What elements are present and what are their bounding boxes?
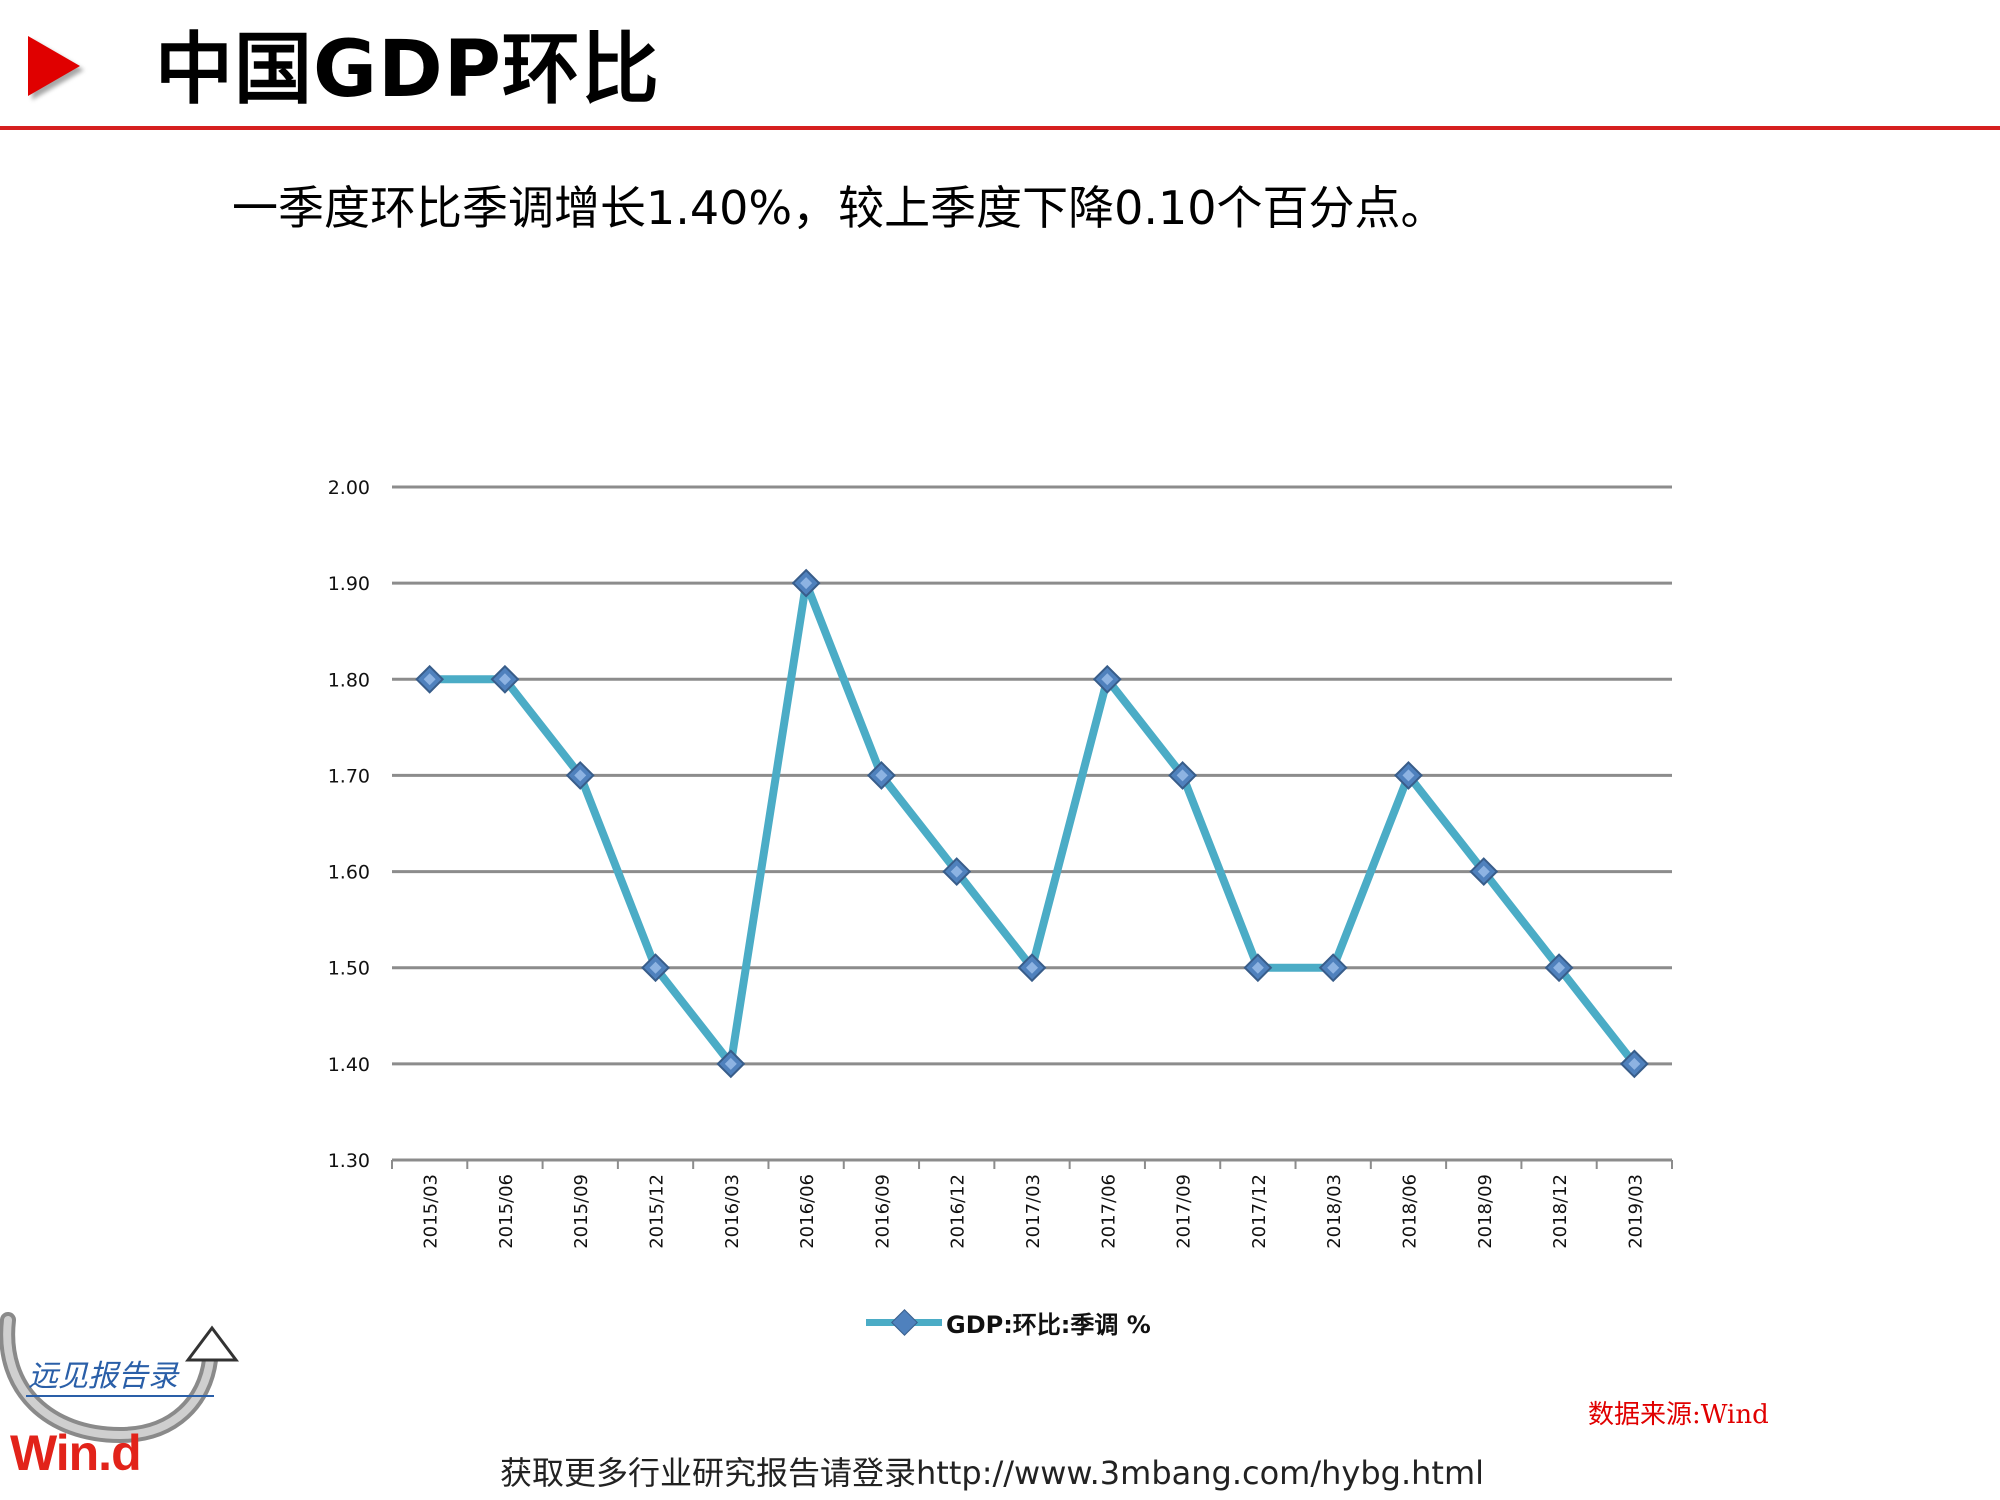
title-divider — [0, 126, 2000, 130]
x-tick-label: 2015/06 — [496, 1174, 517, 1249]
x-tick-label: 2016/03 — [722, 1174, 743, 1249]
data-point-highlight — [574, 769, 587, 782]
page-title: 中国GDP环比 — [155, 25, 660, 115]
footer-link-text[interactable]: 获取更多行业研究报告请登录http://www.3mbang.com/hybg.… — [500, 1454, 1485, 1492]
data-point-highlight — [1176, 769, 1189, 782]
x-tick-label: 2018/03 — [1324, 1174, 1345, 1249]
legend-series-label: GDP:环比:季调 % — [946, 1310, 1151, 1339]
data-point-highlight — [1251, 961, 1264, 974]
data-point-highlight — [498, 673, 511, 686]
x-tick-label: 2017/06 — [1098, 1174, 1119, 1249]
y-tick-label: 1.30 — [328, 1150, 370, 1172]
x-tick-label: 2018/09 — [1475, 1174, 1496, 1249]
legend-series-swatch — [866, 1302, 942, 1342]
x-tick-label: 2017/09 — [1174, 1174, 1195, 1249]
data-point-highlight — [1628, 1057, 1641, 1070]
y-tick-label: 1.60 — [328, 862, 370, 884]
x-tick-label: 2016/06 — [797, 1174, 818, 1249]
y-tick-label: 1.80 — [328, 669, 370, 691]
data-point-highlight — [649, 961, 662, 974]
x-tick-label: 2017/03 — [1023, 1174, 1044, 1249]
data-point-highlight — [1327, 961, 1340, 974]
line-chart: 1.30 1.40 1.50 1.60 1.70 1.80 1.90 2.00 2015/03 2… — [328, 477, 1673, 1249]
chart-legend: GDP:环比:季调 % — [866, 1302, 1151, 1342]
data-point-highlight — [1402, 769, 1415, 782]
wind-logo: 远见报告录 — [0, 1312, 239, 1444]
play-triangle-icon — [28, 36, 80, 96]
y-tick-label: 1.90 — [328, 573, 370, 595]
title-bar: 中国GDP环比 — [0, 0, 2000, 132]
logo-tagline: 远见报告录 — [28, 1359, 180, 1394]
data-point-highlight — [423, 673, 436, 686]
data-point-highlight — [1026, 961, 1038, 974]
x-tick-label: 2018/12 — [1550, 1174, 1571, 1249]
x-tick-label: 2015/12 — [647, 1174, 668, 1249]
data-point-highlight — [1101, 673, 1114, 686]
x-tick-label: 2018/06 — [1399, 1174, 1420, 1249]
x-tick-label: 2015/09 — [571, 1174, 592, 1249]
diamond-marker-icon — [891, 1309, 918, 1336]
x-tick-label: 2019/03 — [1625, 1174, 1646, 1249]
x-tick-label: 2015/03 — [421, 1174, 442, 1249]
page-subtitle: 一季度环比季调增长1.40%，较上季度下降0.10个百分点。 — [232, 181, 1447, 235]
x-tick-label: 2016/12 — [948, 1174, 969, 1249]
x-tick-label: 2017/12 — [1249, 1174, 1270, 1249]
y-tick-label: 1.50 — [328, 958, 370, 980]
data-point-highlight — [724, 1057, 737, 1070]
data-point-highlight — [950, 865, 963, 878]
series-line — [425, 579, 1639, 1068]
data-point-highlight — [800, 577, 813, 590]
y-tick-label: 1.70 — [328, 765, 370, 787]
y-tick-label: 2.00 — [328, 477, 370, 499]
data-source: 数据来源:Wind — [1588, 1400, 1769, 1430]
y-tick-label: 1.40 — [328, 1054, 370, 1076]
data-point-highlight — [1477, 865, 1490, 878]
wind-brand-text: Win.d — [10, 1425, 142, 1481]
data-point-highlight — [1553, 961, 1566, 974]
data-point-highlight — [875, 769, 888, 782]
x-tick-label: 2016/09 — [872, 1174, 893, 1249]
